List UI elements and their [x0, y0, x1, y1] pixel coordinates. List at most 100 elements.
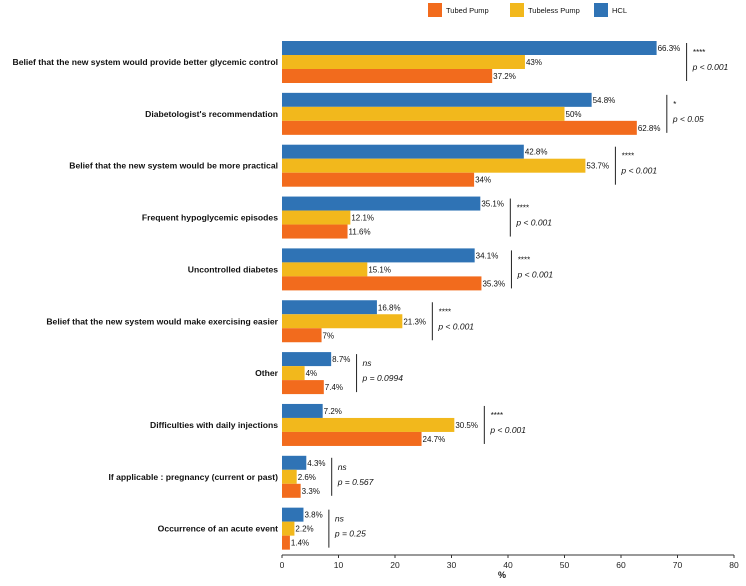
value-label-1-0: 54.8%: [593, 96, 616, 105]
bar-0-1: [282, 55, 525, 69]
value-label-7-1: 30.5%: [455, 421, 478, 430]
sig-pvalue-1: p < 0.05: [672, 114, 704, 124]
bar-1-0: [282, 92, 592, 107]
bar-3-1: [282, 210, 351, 225]
x-tick-label-5: 50: [560, 560, 570, 570]
category-label-8: If applicable : pregnancy (current or pa…: [108, 472, 278, 482]
value-label-5-0: 16.8%: [378, 303, 401, 312]
bar-9-2: [282, 535, 290, 550]
value-label-6-1: 4%: [306, 369, 318, 378]
value-label-1-1: 50%: [566, 110, 582, 119]
bar-0-2: [282, 69, 493, 83]
value-label-8-1: 2.6%: [298, 473, 316, 482]
bar-3-2: [282, 224, 348, 239]
sig-pvalue-7: p < 0.001: [489, 425, 526, 435]
bar-7-0: [282, 403, 323, 418]
value-label-0-2: 37.2%: [493, 72, 516, 81]
x-axis-title: %: [498, 570, 506, 580]
x-tick-label-2: 20: [390, 560, 400, 570]
category-label-7: Difficulties with daily injections: [150, 420, 278, 430]
sig-pvalue-9: p = 0.25: [334, 529, 366, 539]
bar-7-1: [282, 417, 455, 432]
bar-8-0: [282, 455, 307, 470]
bar-4-1: [282, 262, 368, 277]
bar-6-0: [282, 352, 332, 367]
category-label-1: Diabetologist's recommendation: [145, 109, 278, 119]
bar-9-0: [282, 507, 304, 522]
category-label-4: Uncontrolled diabetes: [188, 264, 278, 274]
x-tick-label-0: 0: [280, 560, 285, 570]
bar-1-2: [282, 120, 637, 135]
value-label-8-2: 3.3%: [302, 487, 320, 496]
bar-6-2: [282, 380, 324, 395]
value-label-2-0: 42.8%: [525, 148, 548, 157]
value-label-0-0: 66.3%: [658, 44, 681, 53]
bar-5-2: [282, 328, 322, 343]
bar-6-1: [282, 366, 305, 381]
sig-pvalue-2: p < 0.001: [620, 166, 657, 176]
value-label-4-2: 35.3%: [482, 279, 505, 288]
value-label-9-2: 1.4%: [291, 539, 309, 548]
legend-label-1: Tubeless Pump: [528, 6, 580, 15]
bar-0-0: [282, 41, 657, 55]
value-label-4-1: 15.1%: [368, 265, 391, 274]
value-label-5-1: 21.3%: [403, 317, 426, 326]
category-label-6: Other: [255, 368, 279, 378]
bar-2-1: [282, 158, 586, 173]
x-tick-label-7: 70: [673, 560, 683, 570]
bar-8-1: [282, 469, 297, 484]
legend-swatch-0: [428, 3, 442, 17]
bar-4-2: [282, 276, 482, 291]
category-label-2: Belief that the new system would be more…: [69, 161, 278, 171]
legend-label-0: Tubed Pump: [446, 6, 489, 15]
bar-5-0: [282, 300, 377, 315]
bar-5-1: [282, 314, 403, 329]
value-label-2-1: 53.7%: [586, 162, 609, 171]
value-label-6-0: 8.7%: [332, 355, 350, 364]
sig-pvalue-8: p = 0.567: [337, 477, 374, 487]
sig-pvalue-0: p < 0.001: [692, 62, 729, 72]
value-label-8-0: 4.3%: [307, 459, 325, 468]
category-label-3: Frequent hypoglycemic episodes: [142, 213, 278, 223]
sig-stars-1: *: [673, 100, 677, 109]
sig-stars-7: ****: [490, 411, 503, 420]
value-label-2-2: 34%: [475, 176, 491, 185]
value-label-7-0: 7.2%: [324, 407, 342, 416]
category-label-0: Belief that the new system would provide…: [12, 57, 278, 67]
category-label-5: Belief that the new system would make ex…: [46, 316, 278, 326]
category-label-9: Occurrence of an acute event: [158, 524, 278, 534]
value-label-9-0: 3.8%: [304, 511, 322, 520]
value-label-3-1: 12.1%: [351, 214, 374, 223]
legend-swatch-1: [510, 3, 524, 17]
sig-pvalue-3: p < 0.001: [515, 218, 552, 228]
value-label-3-0: 35.1%: [481, 200, 504, 209]
legend-swatch-2: [594, 3, 608, 17]
value-label-3-2: 11.6%: [349, 228, 371, 237]
value-label-1-2: 62.8%: [638, 124, 661, 133]
sig-stars-2: ****: [621, 152, 634, 161]
sig-stars-9: ns: [335, 514, 345, 524]
x-tick-label-6: 60: [616, 560, 626, 570]
value-label-4-0: 34.1%: [476, 251, 499, 260]
sig-pvalue-5: p < 0.001: [437, 321, 474, 331]
bar-3-0: [282, 196, 481, 211]
sig-stars-6: ns: [363, 358, 373, 368]
bar-2-0: [282, 144, 524, 159]
bar-1-1: [282, 106, 565, 121]
value-label-0-1: 43%: [526, 58, 542, 67]
x-tick-label-1: 10: [334, 560, 344, 570]
sig-stars-5: ****: [438, 307, 451, 316]
sig-stars-4: ****: [517, 255, 530, 264]
bar-9-1: [282, 521, 295, 536]
x-tick-label-8: 80: [729, 560, 739, 570]
bar-2-2: [282, 172, 475, 187]
value-label-6-2: 7.4%: [325, 383, 343, 392]
sig-pvalue-6: p = 0.0994: [362, 373, 404, 383]
sig-pvalue-4: p < 0.001: [516, 269, 553, 279]
legend-label-2: HCL: [612, 6, 627, 15]
x-tick-label-3: 30: [447, 560, 457, 570]
bar-8-2: [282, 483, 301, 498]
x-tick-label-4: 40: [503, 560, 513, 570]
